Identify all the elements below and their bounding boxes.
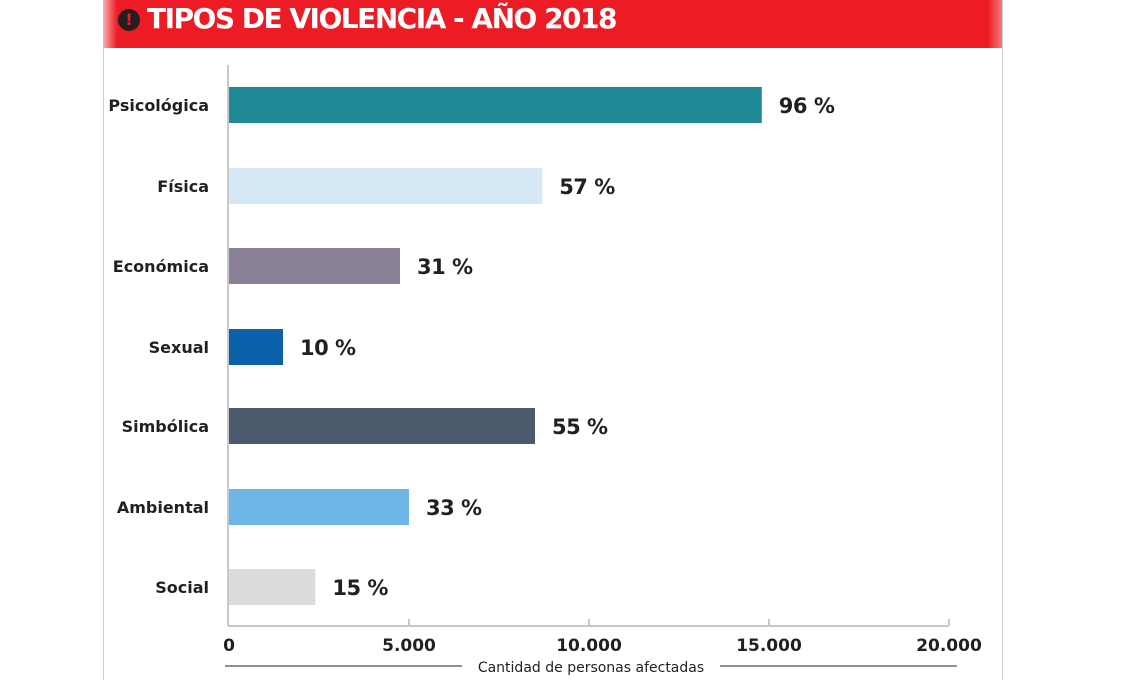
data-label: 31 % [417,255,473,279]
chart-header: ! TIPOS DE VIOLENCIA - AÑO 2018 [103,0,1002,48]
category-label: Física [157,177,209,196]
bar-psicológica [229,87,762,123]
data-label: 96 % [779,94,835,118]
x-tick-label: 10.000 [556,636,622,656]
data-label: 10 % [300,336,356,360]
category-label: Sexual [149,338,209,357]
x-tick-label: 5.000 [382,636,436,656]
bar-social [229,569,316,605]
x-tick-label: 0 [223,636,235,656]
data-label: 33 % [426,496,482,520]
category-label: Psicológica [108,96,209,115]
category-label: Económica [113,257,209,276]
bar-sexual [229,329,283,365]
bar-ambiental [229,489,409,525]
bar-económica [229,248,400,284]
x-tick-label: 20.000 [916,636,982,656]
x-axis-label: Cantidad de personas afectadas [478,660,704,676]
bar-física [229,168,543,204]
exclamation-circle-icon: ! [118,9,140,31]
data-label: 55 % [552,415,608,439]
x-tick-label: 15.000 [736,636,802,656]
chart-title: TIPOS DE VIOLENCIA - AÑO 2018 [147,2,618,35]
category-label: Ambiental [117,498,209,517]
category-label: Simbólica [122,417,209,436]
category-label: Social [155,578,209,597]
data-label: 57 % [559,175,615,199]
data-label: 15 % [332,576,388,600]
bar-simbólica [229,408,535,444]
